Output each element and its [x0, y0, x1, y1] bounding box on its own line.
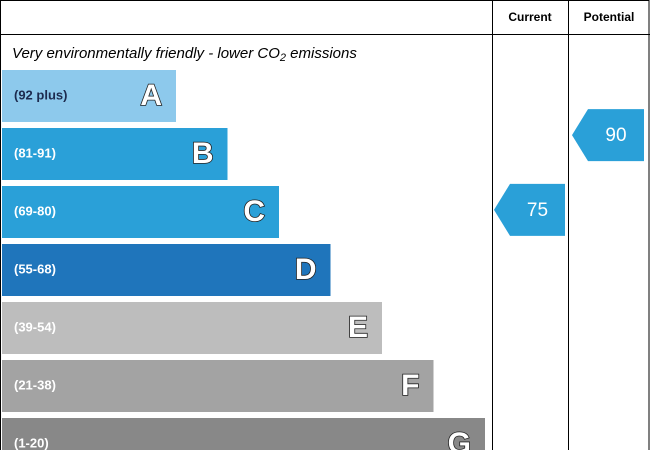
- rating-arrow: [572, 109, 644, 162]
- band-bar: [2, 302, 382, 354]
- subtitle-text: Very environmentally friendly - lower CO: [12, 45, 280, 62]
- subtitle-subscript: 2: [279, 52, 286, 64]
- band-range: (81-91): [14, 145, 56, 160]
- band-letter: D: [295, 253, 317, 286]
- subtitle: Very environmentally friendly - lower CO…: [12, 45, 357, 64]
- band-letter: G: [448, 427, 471, 450]
- column-header: Potential: [584, 10, 635, 24]
- band-bar: [2, 70, 176, 122]
- rating-arrow: [494, 183, 565, 236]
- band-letter: A: [140, 79, 162, 112]
- band-bar: [2, 186, 279, 238]
- band-range: (69-80): [14, 203, 56, 218]
- band-range: (39-54): [14, 319, 56, 334]
- column-header: Current: [508, 10, 551, 24]
- band-letter: B: [192, 137, 214, 170]
- band-letter: F: [401, 369, 419, 402]
- rating-value: 90: [605, 125, 626, 146]
- band-letter: E: [348, 311, 368, 344]
- band-letter: C: [243, 195, 265, 228]
- band-range: (92 plus): [14, 87, 67, 102]
- band-bar: [2, 360, 434, 412]
- band-range: (1-20): [14, 435, 49, 450]
- band-range: (21-38): [14, 377, 56, 392]
- subtitle-text: emissions: [286, 45, 357, 62]
- band-bar: [2, 418, 485, 450]
- band-range: (55-68): [14, 261, 56, 276]
- band-bar: [2, 244, 331, 296]
- rating-value: 75: [527, 200, 548, 221]
- band-bar: [2, 128, 228, 180]
